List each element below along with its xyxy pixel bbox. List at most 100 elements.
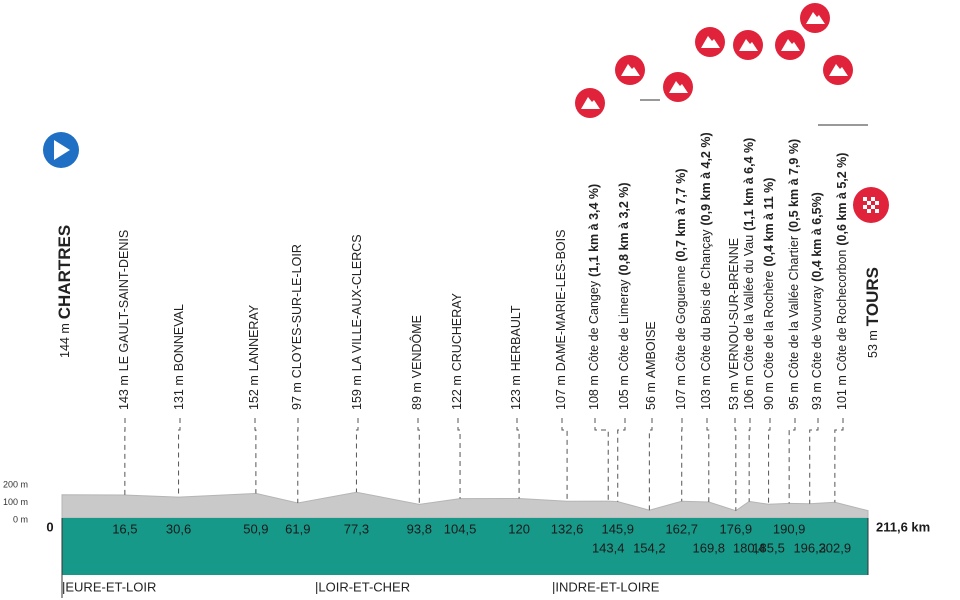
waypoint-name: VERNOU-SUR-BRENNE — [727, 238, 741, 378]
km-label: 169,8 — [693, 540, 726, 555]
climb-detail: (0,5 km à 7,9 %) — [787, 139, 801, 232]
waypoint-label: 144 m CHARTRES — [55, 225, 74, 358]
connector — [734, 418, 737, 511]
climb-icon-mountain — [781, 39, 800, 51]
climb-icon-mountain — [621, 64, 640, 76]
km-label: 61,9 — [285, 521, 310, 536]
waypoint-altitude: 108 m — [587, 375, 601, 410]
finish-check — [867, 201, 871, 205]
climb-icon-mountain — [581, 97, 600, 109]
km-label: 16,5 — [112, 521, 137, 536]
waypoint-name: Côte de la Vallée Chartier — [787, 236, 801, 378]
waypoint-name: Côte de Goguenne — [674, 266, 688, 372]
waypoint-label: 90 m Côte de la Rochère (0,4 km à 11 %) — [762, 178, 776, 410]
waypoint-label: 95 m Côte de la Vallée Chartier (0,5 km à … — [787, 139, 801, 410]
waypoint-name: Côte de la Rochère — [762, 270, 776, 378]
connector — [594, 418, 609, 502]
waypoint-altitude: 131 m — [172, 375, 186, 410]
waypoint-name: AMBOISE — [644, 321, 658, 378]
km-start: 0 — [46, 519, 53, 534]
waypoint-altitude: 159 m — [350, 375, 364, 410]
waypoint-name: Côte de Cangey — [587, 280, 601, 371]
km-label: 120 — [508, 521, 530, 536]
waypoint-label: 93 m Côte de Vouvray (0,4 km à 6,5%) — [810, 192, 824, 410]
waypoint-label: 122 m CRUCHERAY — [450, 292, 464, 410]
waypoint-altitude: 93 m — [810, 382, 824, 410]
waypoint-altitude: 53 m — [866, 330, 880, 358]
climb-detail: (0,7 km à 7,7 %) — [674, 169, 688, 262]
waypoint-label: 159 m LA VILLE-AUX-CLERCS — [350, 234, 364, 410]
altitude-label: 0 m — [13, 514, 28, 524]
climb-icon-mountain — [829, 64, 848, 76]
waypoint-altitude: 89 m — [410, 382, 424, 410]
terrain-profile — [61, 491, 869, 519]
waypoint-name: BONNEVAL — [172, 304, 186, 371]
km-label: 196,3 — [793, 540, 826, 555]
km-label: 104,5 — [444, 521, 477, 536]
waypoint-name: LE GAULT-SAINT-DENIS — [117, 230, 131, 371]
connector — [178, 418, 181, 498]
waypoint-name: Côte du Bois de Chançay — [699, 229, 713, 372]
waypoint-name: Côte de la Vallée du Vau — [742, 235, 756, 371]
waypoint-label: 107 m Côte de Goguenne (0,7 km à 7,7 %) — [674, 169, 688, 411]
climb-detail: (0,8 km à 3,2 %) — [617, 182, 631, 275]
waypoint-label: 53 m VERNOU-SUR-BRENNE — [727, 238, 741, 410]
waypoint-label: 105 m Côte de Limeray (0,8 km à 3,2 %) — [617, 182, 631, 410]
waypoint-name: LA VILLE-AUX-CLERCS — [350, 234, 364, 371]
km-label: 202,9 — [819, 540, 852, 555]
km-label: 132,6 — [551, 521, 584, 536]
climb-detail: (0,6 km à 5,2 %) — [835, 153, 849, 246]
waypoint-label: 108 m Côte de Cangey (1,1 km à 3,4 %) — [587, 184, 601, 410]
waypoint-altitude: 90 m — [762, 382, 776, 410]
waypoint-altitude: 97 m — [290, 382, 304, 410]
waypoint-name: CLOYES-SUR-LE-LOIR — [290, 244, 304, 378]
connector — [788, 418, 796, 504]
waypoint-altitude: 144 m — [58, 323, 72, 358]
waypoint-name: CHARTRES — [55, 225, 74, 319]
altitude-label: 100 m — [3, 497, 28, 507]
connector — [254, 418, 257, 494]
connector — [768, 418, 771, 505]
waypoint-label: 131 m BONNEVAL — [172, 304, 186, 410]
climb-icon-mountain — [806, 12, 825, 24]
start-icon-arrow — [54, 140, 70, 160]
finish-check — [871, 205, 875, 209]
climb-detail: (0,4 km à 11 %) — [762, 178, 776, 267]
km-label: 176,9 — [720, 521, 753, 536]
km-label: 180,4 — [733, 540, 766, 555]
waypoint-altitude: 107 m — [554, 375, 568, 410]
finish-check — [875, 201, 879, 205]
waypoint-label: 97 m CLOYES-SUR-LE-LOIR — [290, 244, 304, 410]
waypoint-name: DAME-MARIE-LES-BOIS — [554, 230, 568, 372]
km-label: 143,4 — [592, 540, 625, 555]
waypoint-altitude: 123 m — [509, 375, 523, 410]
waypoint-name: CRUCHERAY — [450, 292, 464, 371]
connector — [648, 418, 653, 511]
waypoint-label: 56 m AMBOISE — [644, 321, 658, 410]
km-label: 185,5 — [752, 540, 785, 555]
connector — [457, 418, 461, 499]
region-label: |EURE-ET-LOIR — [62, 579, 156, 594]
km-label: 30,6 — [166, 521, 191, 536]
climb-detail: (1,1 km à 6,4 %) — [742, 138, 756, 231]
km-label: 154,2 — [633, 540, 666, 555]
climb-icon-mountain — [701, 36, 720, 48]
connector — [417, 418, 420, 505]
waypoint-altitude: 122 m — [450, 375, 464, 410]
waypoint-label: 143 m LE GAULT-SAINT-DENIS — [117, 230, 131, 410]
connector — [516, 418, 520, 499]
km-finish: 211,6 km — [876, 519, 930, 534]
altitude-label: 200 m — [3, 479, 28, 489]
waypoint-label: 101 m Côte de Rochecorbon (0,6 km à 5,2 %) — [835, 153, 849, 410]
finish-check — [863, 205, 867, 209]
finish-check — [867, 209, 871, 213]
waypoint-label: 123 m HERBAULT — [509, 305, 523, 410]
waypoint-altitude: 103 m — [699, 375, 713, 410]
connector — [561, 418, 568, 502]
waypoint-altitude: 105 m — [617, 375, 631, 410]
km-label: 77,3 — [344, 521, 369, 536]
km-label: 93,8 — [407, 521, 432, 536]
km-label: 190,9 — [773, 521, 806, 536]
waypoint-label: 89 m VENDÔME — [409, 315, 424, 410]
